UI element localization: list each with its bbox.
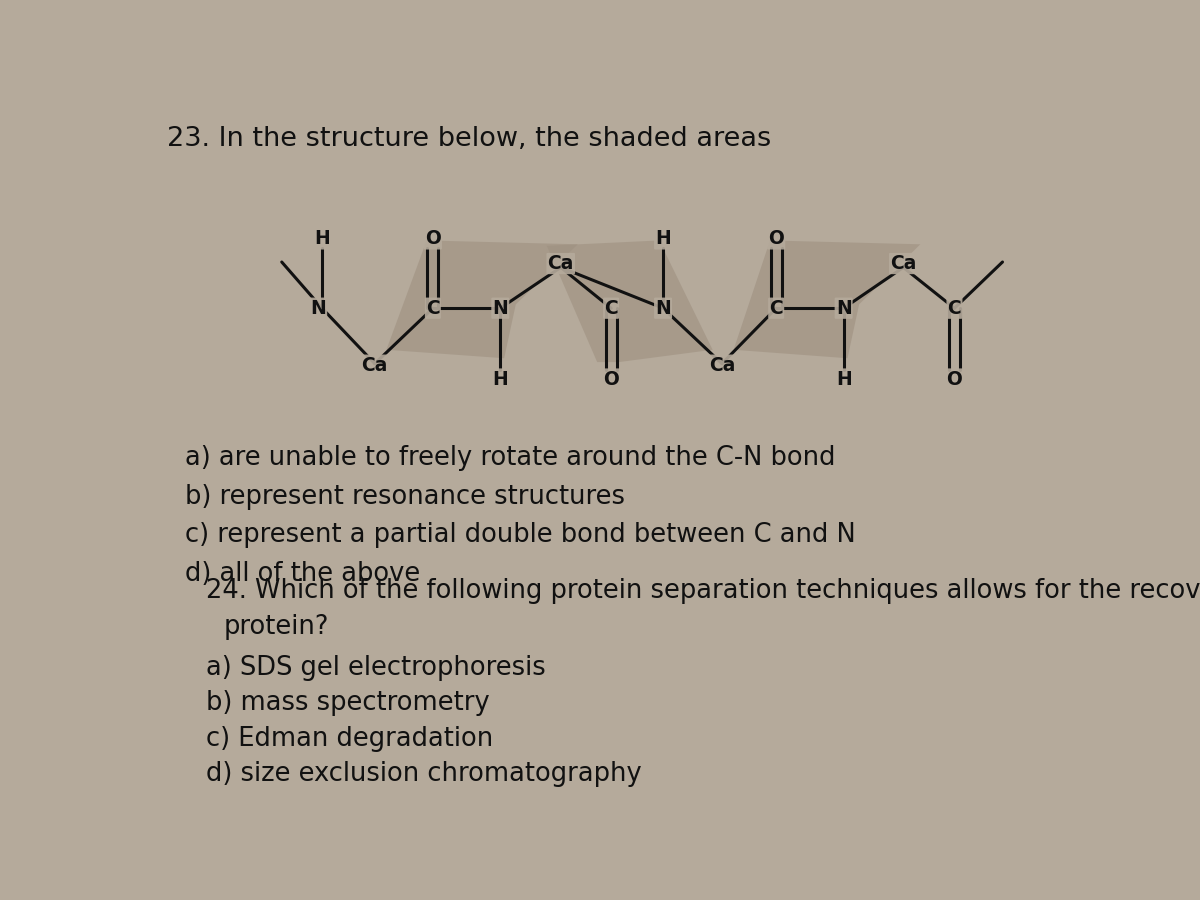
- Text: C: C: [769, 299, 784, 318]
- Text: a) are unable to freely rotate around the C-N bond: a) are unable to freely rotate around th…: [185, 446, 835, 472]
- Text: Ca: Ca: [361, 356, 388, 374]
- Text: 24. Which of the following protein separation techniques allows for the recovery: 24. Which of the following protein separ…: [206, 578, 1200, 604]
- Text: a) SDS gel electrophoresis: a) SDS gel electrophoresis: [206, 654, 546, 680]
- Text: C: C: [605, 299, 618, 318]
- Polygon shape: [733, 240, 920, 358]
- Text: c) represent a partial double bond between C and N: c) represent a partial double bond betwe…: [185, 522, 856, 548]
- Polygon shape: [547, 240, 713, 362]
- Text: O: O: [768, 230, 784, 248]
- Text: protein?: protein?: [223, 614, 329, 640]
- Text: O: O: [947, 370, 962, 389]
- Text: d) size exclusion chromatography: d) size exclusion chromatography: [206, 761, 642, 787]
- Text: C: C: [948, 299, 961, 318]
- Text: N: N: [655, 299, 671, 318]
- Text: b) mass spectrometry: b) mass spectrometry: [206, 690, 490, 716]
- Text: Ca: Ca: [890, 254, 917, 273]
- Polygon shape: [386, 240, 578, 358]
- Text: Ca: Ca: [547, 254, 574, 273]
- Text: d) all of the above: d) all of the above: [185, 561, 420, 587]
- Text: H: H: [835, 370, 852, 389]
- Text: O: O: [425, 230, 440, 248]
- Text: H: H: [492, 370, 508, 389]
- Text: O: O: [604, 370, 619, 389]
- Text: N: N: [492, 299, 508, 318]
- Text: c) Edman degradation: c) Edman degradation: [206, 725, 493, 752]
- Text: H: H: [314, 230, 330, 248]
- Text: b) represent resonance structures: b) represent resonance structures: [185, 484, 625, 509]
- Text: 23. In the structure below, the shaded areas: 23. In the structure below, the shaded a…: [167, 126, 772, 152]
- Text: N: N: [835, 299, 852, 318]
- Text: H: H: [655, 230, 671, 248]
- Text: N: N: [311, 299, 326, 318]
- Text: C: C: [426, 299, 439, 318]
- Text: Ca: Ca: [709, 356, 736, 374]
